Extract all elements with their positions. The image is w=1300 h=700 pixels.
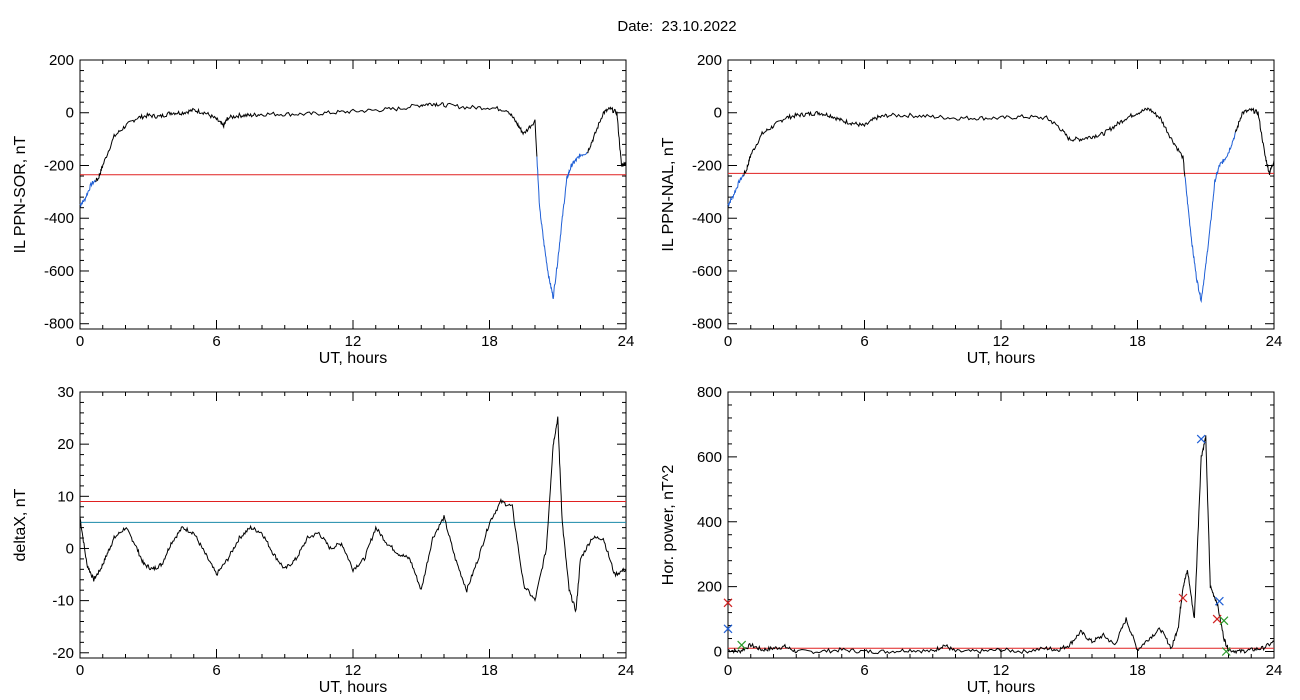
y-axis-label: deltaX, nT [12, 488, 29, 561]
y-tick-label: -400 [692, 210, 722, 227]
x-tick-label: 6 [860, 333, 868, 350]
plot-frame [79, 59, 627, 330]
y-tick-label: 200 [697, 579, 722, 596]
x-tick-label: 0 [724, 662, 732, 679]
chart-panel-top-right: 0 6 12 18 24 200 0 -200 -400 -600 -800 UT, hours IL … [660, 52, 1282, 367]
y-tick-label: -600 [44, 263, 74, 280]
y-tick-label: -800 [692, 316, 722, 333]
x-tick-label: 24 [618, 333, 635, 350]
y-tick-label: -20 [52, 645, 74, 662]
series-line [79, 416, 627, 613]
data-marker [1196, 434, 1206, 444]
y-tick-label: 800 [697, 384, 722, 401]
y-tick-label: 20 [57, 436, 74, 453]
plot-frame [79, 391, 627, 659]
x-tick-label: 6 [212, 662, 220, 679]
series-line [743, 107, 1186, 177]
chart-panel-top-left: 0 6 12 18 24 200 0 -200 -400 -600 -800 UT, hours IL … [12, 52, 634, 367]
y-tick-label: -400 [44, 210, 74, 227]
y-tick-label: 200 [49, 52, 74, 69]
y-tick-label: 0 [714, 644, 722, 661]
y-axis-label: IL PPN-SOR, nT [12, 135, 29, 253]
x-tick-label: 12 [993, 333, 1010, 350]
x-tick-label: 6 [860, 662, 868, 679]
x-tick-label: 12 [345, 333, 362, 350]
y-axis-label: Hor. power, nT^2 [660, 465, 677, 586]
plot-frame [727, 59, 1275, 330]
series-line [727, 435, 1275, 655]
series-line [587, 106, 627, 168]
y-tick-label: -200 [692, 157, 722, 174]
figure-title: Date: 23.10.2022 [617, 18, 737, 35]
series-line [1234, 107, 1275, 176]
x-tick-label: 18 [481, 662, 498, 679]
x-tick-label: 18 [1129, 333, 1146, 350]
x-tick-label: 0 [724, 333, 732, 350]
data-marker [723, 598, 733, 608]
x-tick-label: 24 [1266, 662, 1283, 679]
y-tick-label: 200 [697, 52, 722, 69]
x-tick-label: 24 [618, 662, 635, 679]
x-tick-label: 18 [481, 333, 498, 350]
x-tick-label: 24 [1266, 333, 1283, 350]
x-tick-label: 0 [76, 662, 84, 679]
x-tick-label: 12 [345, 662, 362, 679]
series-line-highlight [1184, 132, 1236, 304]
x-axis-label: UT, hours [967, 350, 1035, 367]
y-tick-label: -600 [692, 263, 722, 280]
data-marker [1214, 596, 1224, 606]
y-tick-label: 30 [57, 384, 74, 401]
y-axis-label: IL PPN-NAL, nT [660, 137, 677, 251]
data-marker [1221, 647, 1231, 656]
data-marker [1178, 593, 1188, 603]
y-tick-label: 600 [697, 449, 722, 466]
chart-panel-bottom-left: 0 6 12 18 24 30 20 10 0 -10 -20 UT, hours deltaX, nT [12, 384, 634, 696]
series-line [95, 101, 538, 182]
data-marker [1212, 614, 1222, 624]
x-axis-label: UT, hours [967, 679, 1035, 696]
y-tick-label: 0 [66, 105, 74, 122]
data-marker [1219, 616, 1229, 626]
y-tick-label: 0 [714, 105, 722, 122]
y-tick-label: -200 [44, 157, 74, 174]
x-axis-label: UT, hours [319, 350, 387, 367]
y-tick-label: 10 [57, 488, 74, 505]
x-tick-label: 6 [212, 333, 220, 350]
y-tick-label: 0 [66, 540, 74, 557]
y-tick-label: -800 [44, 316, 74, 333]
x-tick-label: 18 [1129, 662, 1146, 679]
series-line-highlight [536, 151, 588, 300]
plot-frame [727, 391, 1275, 659]
y-tick-label: -10 [52, 593, 74, 610]
y-tick-label: 400 [697, 514, 722, 531]
x-axis-label: UT, hours [319, 679, 387, 696]
x-tick-label: 0 [76, 333, 84, 350]
series-line-highlight [727, 174, 745, 208]
data-marker [737, 640, 747, 650]
series-line-highlight [79, 179, 96, 208]
x-tick-label: 12 [993, 662, 1010, 679]
chart-panel-bottom-right: 0 6 12 18 24 800 600 400 200 0 UT, hours Hor. power… [660, 384, 1282, 696]
data-marker [723, 624, 733, 634]
